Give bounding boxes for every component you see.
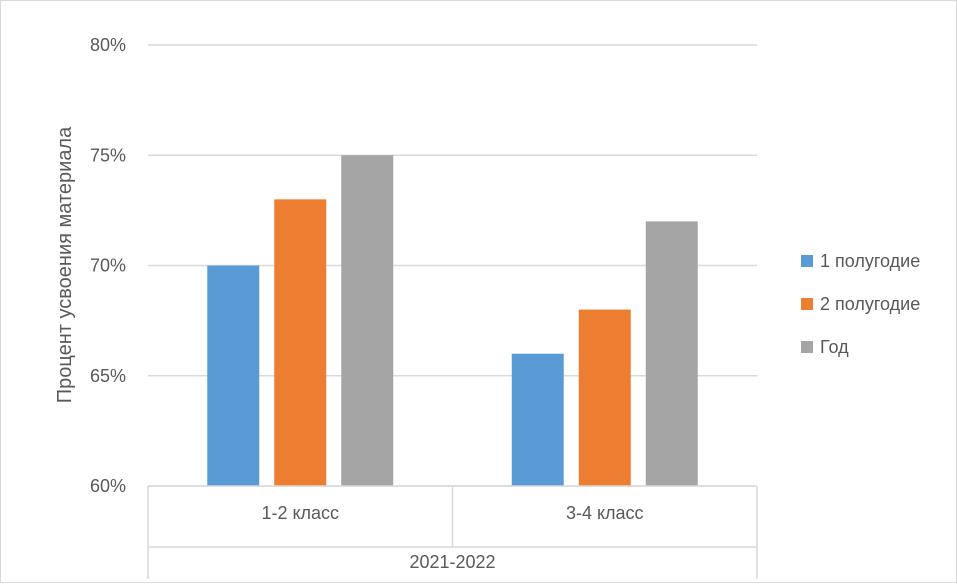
bar	[274, 199, 327, 486]
x-axis: 1-2 класс 3-4 класс 2021-2022	[147, 485, 758, 579]
legend-label: Год	[820, 337, 849, 357]
y-axis-title: Процент усвоения материала	[54, 126, 76, 403]
legend-swatch	[801, 298, 813, 310]
bar	[511, 353, 564, 486]
y-tick-label: 75%	[90, 145, 126, 165]
y-tick-label: 70%	[90, 256, 126, 276]
x-group-label: 2021-2022	[409, 552, 495, 572]
legend-label: 2 полугодие	[820, 294, 920, 314]
legend-label: 1 полугодие	[820, 251, 920, 271]
y-tick-label: 65%	[90, 366, 126, 386]
x-category-label: 1-2 класс	[261, 503, 339, 523]
y-tick-label: 60%	[90, 476, 126, 496]
y-axis-ticks: 60% 65% 70% 75% 80%	[90, 35, 126, 496]
x-category-label: 3-4 класс	[566, 503, 644, 523]
y-tick-label: 80%	[90, 35, 126, 55]
legend-swatch	[801, 341, 813, 353]
bar	[207, 265, 260, 486]
legend-swatch	[801, 255, 813, 267]
bar	[578, 309, 631, 486]
bar	[645, 221, 698, 486]
legend: 1 полугодие 2 полугодие Год	[801, 251, 920, 357]
bars	[207, 155, 698, 486]
bar	[341, 155, 394, 486]
